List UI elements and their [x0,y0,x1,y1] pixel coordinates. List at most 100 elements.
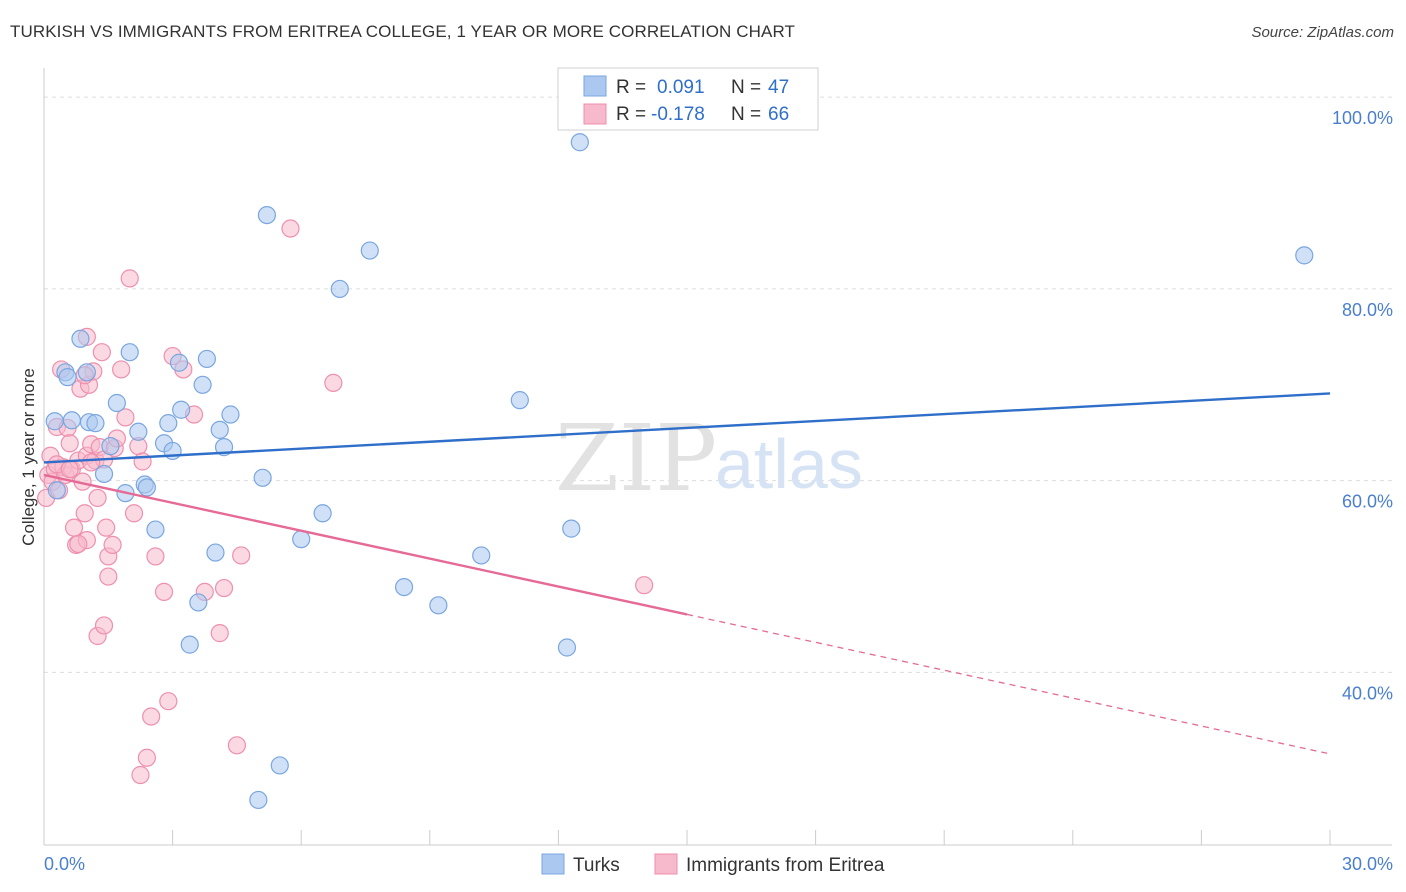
x-tick-label-0: 0.0% [44,854,85,874]
eritrea-point-40 [133,452,152,471]
turks-point-35 [313,504,332,523]
legend-eritrea-r-value: -0.178 [651,104,705,125]
turks-point-8 [94,464,114,484]
x-ticks [43,830,1331,845]
eritrea-point-31 [99,567,118,586]
eritrea-point-44 [154,582,174,601]
turks-point-12 [120,343,139,362]
x-tick-labels: 0.0% 30.0% [44,854,1393,874]
legend-turks-r-label: R = [616,77,646,98]
eritrea-point-52 [227,736,246,755]
legend-swatch-turks [583,75,607,97]
y-tick-label-3: 100.0% [1332,108,1393,128]
eritrea-point-53 [232,546,251,565]
chart-title: TURKISH VS IMMIGRANTS FROM ERITREA COLLE… [10,22,795,41]
turks-point-32 [257,206,277,225]
turks-point-27 [210,420,229,439]
turks-point-15 [137,478,156,497]
turks-point-23 [189,593,208,612]
eritrea-point-18 [75,504,94,523]
turks-point-38 [394,577,414,597]
turks-point-0 [45,412,64,431]
eritrea-point-32 [103,535,122,555]
turks-point-37 [360,241,379,260]
eritrea-point-25 [88,488,107,508]
turks-point-10 [107,393,126,413]
y-tick-label-0: 40.0% [1342,683,1393,703]
eritrea-point-36 [116,408,135,427]
eritrea-point-58 [94,616,114,635]
y-tick-label-2: 80.0% [1342,300,1393,320]
legend-swatch-eritrea [583,103,607,125]
turks-point-29 [221,405,240,424]
turks-point-30 [249,790,268,810]
eritrea-point-61 [69,534,88,554]
turks-point-43 [562,519,581,538]
legend-eritrea-r-label: R = [616,104,646,125]
bottom-legend-swatch-eritrea [654,853,678,875]
turks-points [45,133,1314,810]
turks-point-18 [159,414,178,433]
turks-point-40 [472,546,491,565]
turks-point-25 [197,349,216,369]
eritrea-point-41 [137,748,156,767]
source-label: Source: ZipAtlas.com [1251,24,1394,41]
turks-point-39 [429,596,448,615]
turks-point-7 [86,414,105,433]
eritrea-point-51 [214,578,234,598]
eritrea-point-42 [142,707,161,726]
turks-point-21 [172,400,191,419]
trend-line-eritrea [43,473,688,616]
eritrea-point-35 [112,360,131,379]
eritrea-point-27 [92,343,111,362]
watermark: ZIP atlas [555,405,863,512]
legend-turks-n-value: 47 [768,77,789,98]
bottom-legend-eritrea: Immigrants from Eritrea [686,855,885,876]
bottom-legend-turks: Turks [573,855,620,876]
turks-point-2 [58,368,77,387]
x-tick-label-1: 30.0% [1342,854,1393,874]
trend-line-eritrea-extension [686,613,1331,755]
eritrea-point-11 [60,434,79,453]
legend-eritrea-n-label: N = [731,104,761,125]
eritrea-point-50 [210,624,229,643]
y-tick-labels: 40.0% 60.0% 80.0% 100.0% [1332,108,1393,703]
y-tick-label-1: 60.0% [1342,492,1393,512]
turks-point-45 [1295,246,1314,265]
eritrea-point-45 [159,692,178,711]
turks-point-4 [71,329,90,348]
eritrea-point-63 [82,453,101,472]
stats-legend: R = 0.091 N = 47 R = -0.178 N = 66 [557,67,819,131]
turks-point-33 [270,756,289,775]
turks-point-46 [47,481,66,500]
turks-point-26 [206,543,225,562]
turks-point-22 [180,635,199,654]
eritrea-point-54 [281,219,300,238]
turks-point-13 [129,422,148,441]
turks-point-41 [510,391,529,410]
eritrea-point-37 [120,269,139,288]
turks-point-16 [146,520,165,539]
legend-turks-r-value: 0.091 [657,77,705,98]
turks-point-24 [193,375,212,394]
legend-turks-n-label: N = [731,77,761,98]
turks-point-3 [62,411,81,430]
eritrea-point-56 [635,576,654,595]
watermark-atlas: atlas [715,425,863,503]
eritrea-point-59 [131,765,150,785]
turks-point-42 [557,638,577,657]
eritrea-point-38 [124,504,144,523]
y-axis-label: College, 1 year or more [19,368,38,546]
eritrea-point-55 [324,373,343,392]
turks-point-36 [330,279,349,299]
turks-point-44 [570,133,589,152]
turks-point-9 [101,437,120,456]
trend-line-turks [43,392,1331,464]
gridlines [44,96,1392,673]
watermark-zip: ZIP [555,405,717,512]
turks-point-20 [169,353,189,372]
series-legend: Turks Immigrants from Eritrea [541,853,885,876]
eritrea-point-13 [64,518,84,537]
bottom-legend-swatch-turks [541,853,565,875]
